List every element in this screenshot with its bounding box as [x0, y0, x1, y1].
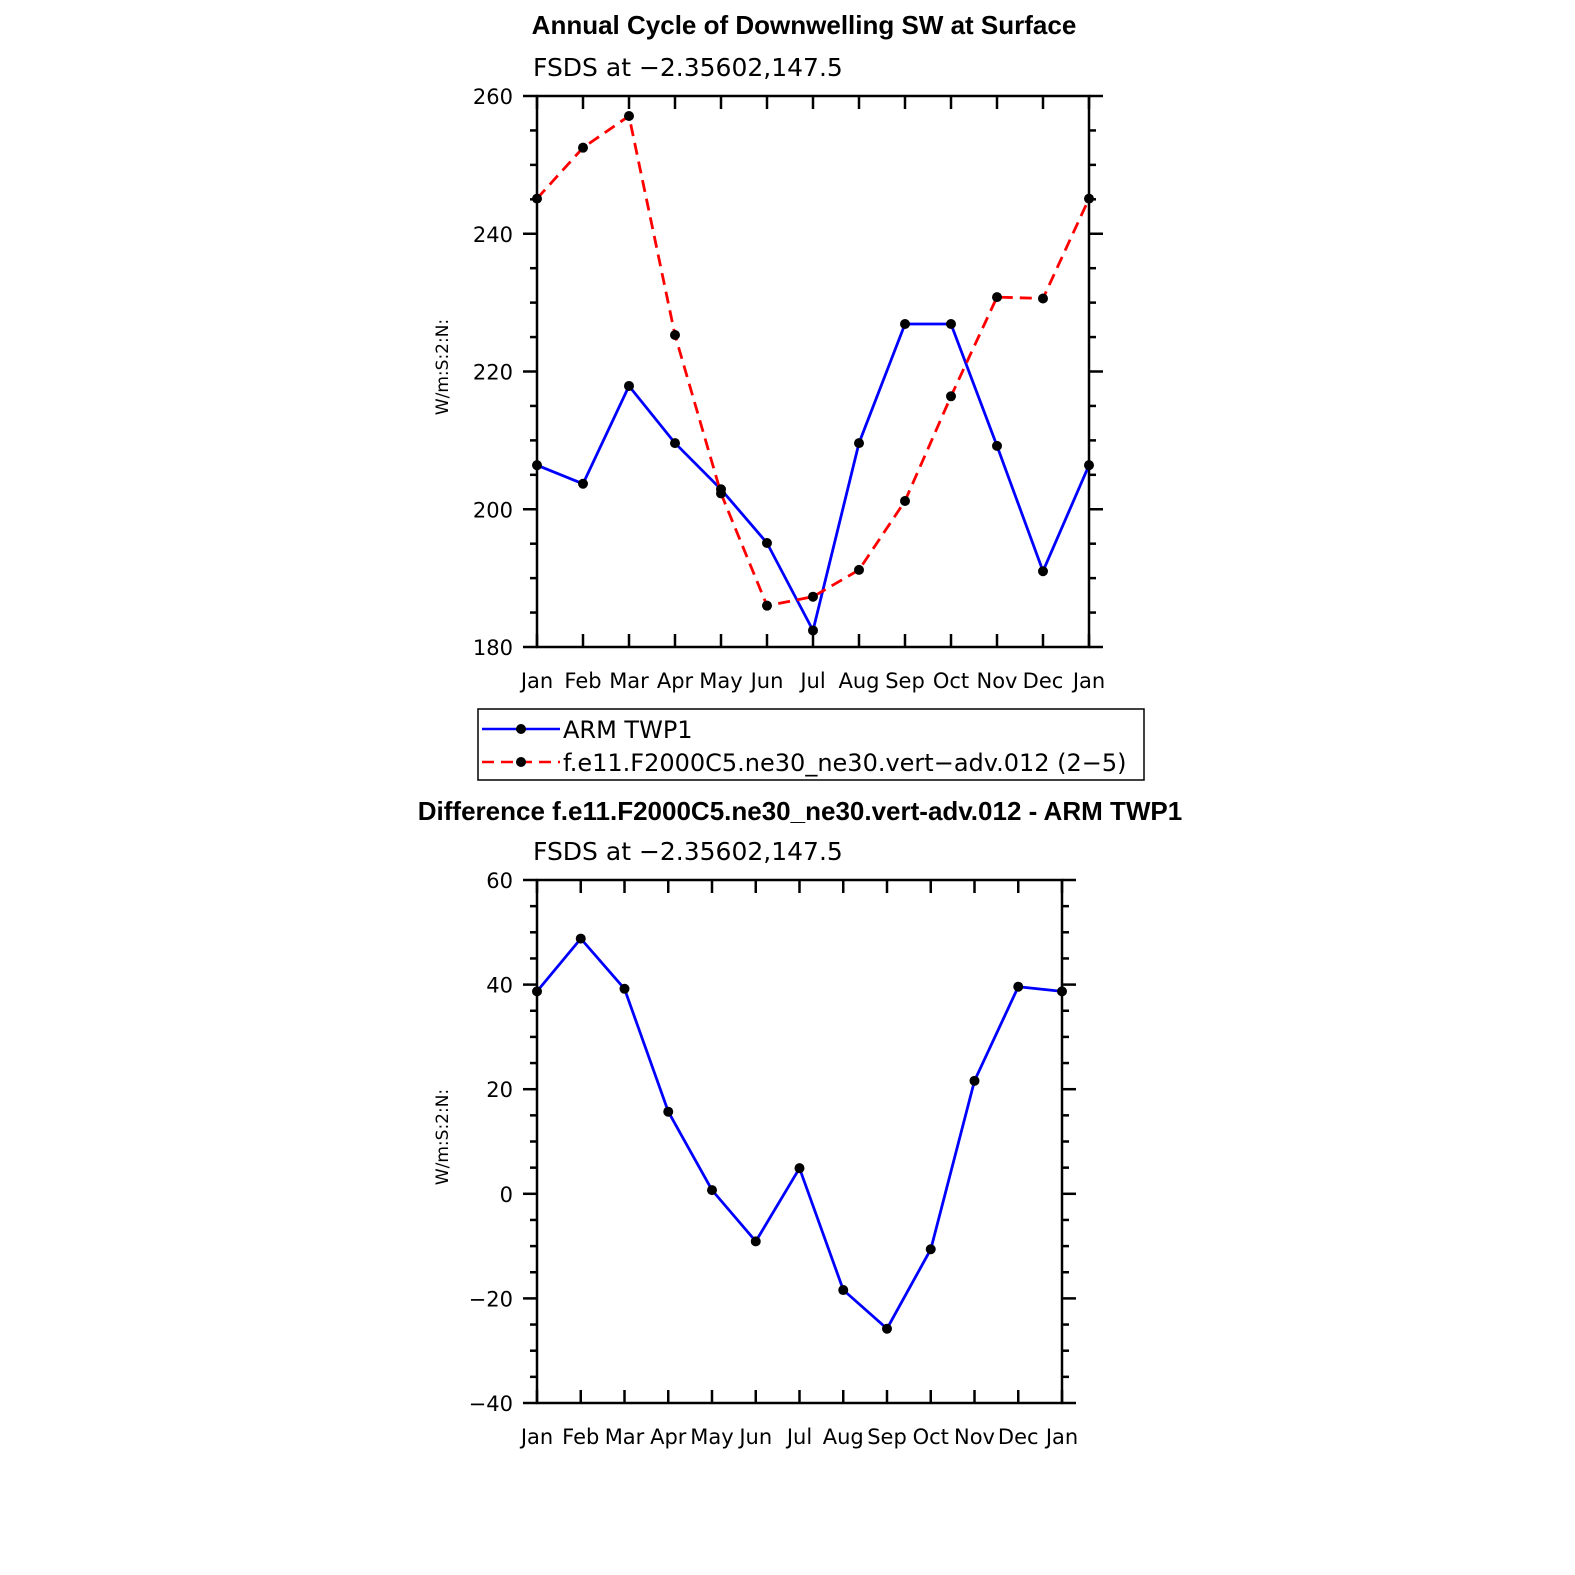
top-chart-data-point: [854, 438, 864, 449]
top-chart-xtick-label: Jan: [519, 669, 553, 693]
bottom-chart-xtick-label: Aug: [823, 1425, 864, 1449]
top-chart-xtick-label: Mar: [609, 669, 649, 693]
bottom-chart-ytick-label: 0: [500, 1183, 513, 1207]
bottom-chart-ytick-label: 60: [486, 869, 513, 893]
top-chart-xtick-label: Jul: [798, 669, 825, 693]
bottom-chart-series-line-0: [535, 936, 1063, 1331]
top-chart-xtick-label: Jun: [749, 669, 784, 693]
top-chart-data-point: [854, 564, 864, 575]
top-chart-data-point: [900, 318, 910, 329]
top-chart-xtick-label: Nov: [977, 669, 1018, 693]
top-chart-data-point: [1084, 193, 1094, 204]
bottom-chart-xtick-label: Feb: [562, 1425, 599, 1449]
top-chart-data-point: [762, 600, 772, 611]
legend: ARM TWP1 f.e11.F2000C5.ne30_ne30.vert−ad…: [477, 708, 1145, 781]
top-chart-data-point: [808, 625, 818, 636]
bottom-chart-xtick-label: Jan: [519, 1425, 553, 1449]
top-chart-subtitle: FSDS at −2.35602,147.5: [533, 53, 843, 82]
bottom-chart-plot-frame: [535, 878, 1064, 1405]
top-chart-data-point: [1038, 566, 1048, 577]
top-chart-xtick-label: Oct: [933, 669, 969, 693]
bottom-chart-data-point: [663, 1106, 674, 1117]
top-chart-ytick-label: 200: [473, 498, 513, 522]
bottom-chart-xtick-label: May: [690, 1425, 733, 1449]
bottom-chart-data-point: [794, 1163, 805, 1174]
top-chart-xtick-label: Dec: [1023, 669, 1064, 693]
top-chart-data-point: [808, 591, 818, 602]
top-chart-data-point: [578, 142, 588, 153]
bottom-chart-xtick-label: Dec: [998, 1425, 1039, 1449]
bottom-chart-axes: Jan Feb Mar Apr May Jun Jul Aug Sep Oct Nov Dec Jan−…: [469, 869, 1079, 1449]
bottom-chart-ytick-label: −20: [469, 1287, 513, 1311]
bottom-chart-series: [532, 933, 1067, 1334]
top-chart-data-point: [624, 380, 634, 391]
top-chart-data-point: [900, 495, 910, 506]
legend-label-model: f.e11.F2000C5.ne30_ne30.vert−adv.012 (2−…: [563, 749, 1127, 777]
top-chart-series-line-0: [536, 322, 1091, 635]
bottom-chart-ytick-label: 20: [486, 1078, 513, 1102]
top-chart-series: [532, 110, 1094, 636]
bottom-chart-data-point: [969, 1075, 980, 1086]
bottom-chart-xtick-label: Jan: [1044, 1425, 1078, 1449]
top-chart-data-point: [1038, 293, 1048, 304]
bottom-chart-xtick-label: Nov: [954, 1425, 995, 1449]
bottom-chart-data-point: [838, 1285, 849, 1296]
top-chart-xtick-label: May: [699, 669, 742, 693]
bottom-chart-data-point: [619, 983, 630, 994]
top-chart-data-point: [532, 193, 542, 204]
bottom-chart-ylabel: W/m:S:2:N:: [433, 1089, 453, 1185]
top-chart-data-point: [992, 292, 1002, 303]
bottom-chart-data-point: [882, 1323, 892, 1334]
top-chart-ytick-label: 220: [473, 361, 513, 385]
top-chart-data-point: [716, 488, 726, 499]
top-chart-data-point: [578, 478, 588, 489]
top-chart-data-point: [992, 440, 1002, 451]
bottom-chart-xtick-label: Jul: [785, 1425, 812, 1449]
top-chart-data-point: [946, 391, 956, 402]
top-chart-xtick-label: Apr: [657, 669, 694, 693]
bottom-chart-xtick-label: Oct: [913, 1425, 949, 1449]
bottom-chart-data-point: [532, 986, 542, 997]
top-chart-series-line-1: [535, 113, 1091, 608]
top-chart-xtick-label: Jan: [1071, 669, 1105, 693]
bottom-chart-title: Difference f.e11.F2000C5.ne30_ne30.vert-…: [418, 796, 1182, 826]
top-chart-ytick-label: 180: [473, 636, 513, 660]
top-chart-ytick-label: 240: [473, 223, 513, 247]
top-chart-data-point: [670, 329, 680, 340]
bottom-chart-data-point: [575, 933, 586, 944]
top-chart-ylabel: W/m:S:2:N:: [433, 319, 453, 415]
top-chart-title: Annual Cycle of Downwelling SW at Surfac…: [532, 10, 1077, 40]
top-chart-plot-frame: [535, 94, 1091, 649]
legend-label-arm: ARM TWP1: [563, 716, 693, 744]
bottom-chart-xtick-label: Apr: [650, 1425, 687, 1449]
bottom-chart-xtick-label: Jun: [737, 1425, 772, 1449]
bottom-chart-ytick-label: 40: [486, 974, 513, 998]
top-chart-data-point: [532, 460, 542, 471]
bottom-chart-data-point: [1013, 981, 1024, 992]
bottom-chart-subtitle: FSDS at −2.35602,147.5: [533, 837, 843, 866]
top-chart-data-point: [762, 537, 772, 548]
bottom-chart-ytick-label: −40: [469, 1392, 513, 1416]
bottom-chart-data-point: [750, 1236, 761, 1247]
legend-marker-model: [516, 757, 526, 767]
bottom-chart-data-point: [1057, 986, 1067, 997]
bottom-chart-xtick-label: Sep: [867, 1425, 907, 1449]
legend-marker-arm: [516, 724, 526, 734]
top-chart-ytick-label: 260: [473, 85, 513, 109]
top-chart-xtick-label: Aug: [838, 669, 879, 693]
bottom-chart-data-point: [707, 1185, 717, 1196]
top-chart-xtick-label: Sep: [885, 669, 925, 693]
bottom-chart-xtick-label: Mar: [605, 1425, 645, 1449]
legend-box: [477, 708, 1145, 781]
bottom-chart-data-point: [925, 1244, 936, 1255]
top-chart-data-point: [1084, 460, 1094, 471]
top-chart-data-point: [946, 318, 956, 329]
top-chart-xtick-label: Feb: [564, 669, 601, 693]
top-chart-data-point: [670, 438, 680, 449]
top-chart-axes: Jan Feb Mar Apr May Jun Jul Aug Sep Oct Nov Dec Jan1…: [473, 85, 1105, 693]
top-chart-data-point: [624, 110, 634, 121]
